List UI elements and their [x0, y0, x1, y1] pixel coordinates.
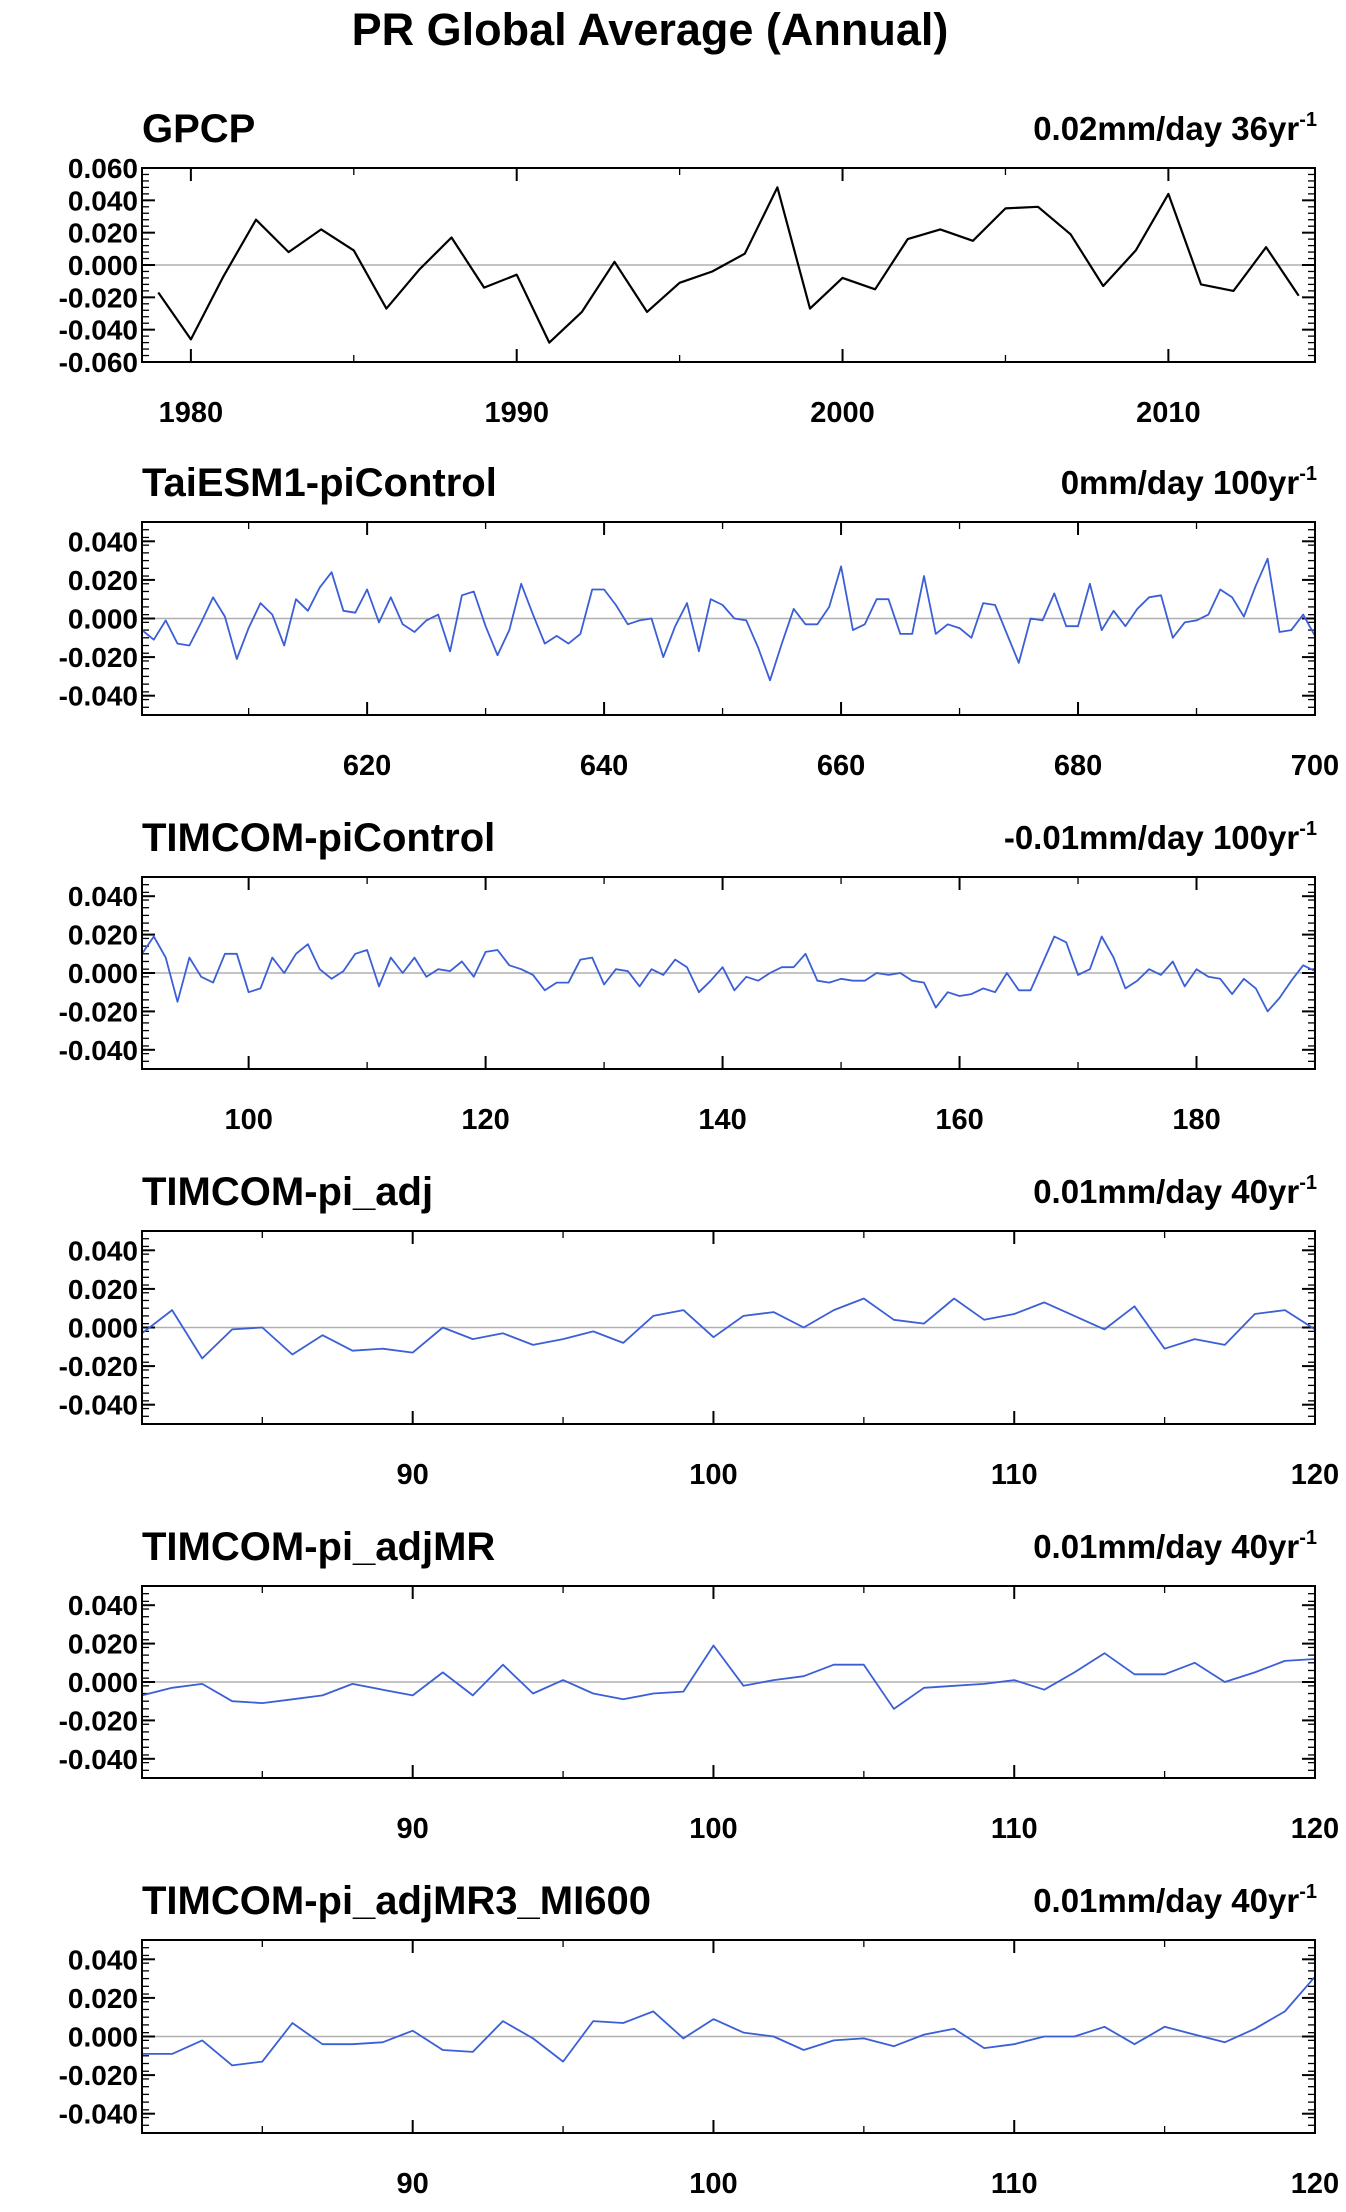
y-tick-label: -0.040: [59, 1390, 138, 1421]
y-tick-label: 0.020: [68, 1983, 138, 2014]
x-tick-label: 100: [689, 1459, 737, 1491]
y-tick-label: 0.060: [68, 153, 138, 184]
y-tick-label: -0.040: [59, 1035, 138, 1066]
y-tick-label: 0.000: [68, 2022, 138, 2053]
trend-label: 0.01mm/day 40yr-1: [1033, 1172, 1317, 1210]
y-tick-label: 0.040: [68, 1590, 138, 1621]
plot-frame: [141, 1939, 1316, 2134]
y-tick-label: 0.040: [68, 1235, 138, 1266]
panel-title: TIMCOM-pi_adj: [142, 1170, 433, 1214]
x-tick-label: 100: [224, 1104, 272, 1136]
x-tick-label: 680: [1054, 750, 1102, 782]
x-tick-label: 120: [1291, 1813, 1339, 1845]
x-tick-label: 120: [461, 1104, 509, 1136]
panel-title: GPCP: [142, 107, 255, 151]
series-line: [142, 1976, 1316, 2067]
y-tick-label: -0.040: [59, 315, 138, 346]
panel-5: TIMCOM-pi_adjMR3_MI600 0.01mm/day 40yr-1 0…: [59, 1879, 1340, 2200]
x-tick-label: 120: [1291, 1459, 1339, 1491]
panels: GPCP 0.02mm/day 36yr-10.0600.0400.0200.00…: [59, 107, 1340, 2200]
x-tick-label: 90: [397, 2168, 429, 2200]
panel-3: TIMCOM-pi_adj 0.01mm/day 40yr-1 0.040 0.020…: [59, 1170, 1340, 1491]
y-tick-label: -0.040: [59, 1744, 138, 1775]
y-tick-label: 0.020: [68, 565, 138, 596]
y-tick-label: -0.040: [59, 2099, 138, 2130]
y-tick-label: 0.000: [68, 1667, 138, 1698]
series-line: [141, 557, 1316, 682]
panel-title: TIMCOM-pi_adjMR3_MI600: [142, 1879, 651, 1923]
x-tick-label: 700: [1291, 750, 1339, 782]
trend-label: 0.01mm/day 40yr-1: [1033, 1527, 1317, 1565]
x-tick-label: 140: [698, 1104, 746, 1136]
x-tick-label: 100: [689, 1813, 737, 1845]
trend-label: -0.01mm/day 100yr-1: [1004, 818, 1317, 856]
trend-label: 0.01mm/day 40yr-1: [1033, 1881, 1317, 1919]
series-line: [141, 1644, 1316, 1710]
x-tick-label: 2000: [810, 397, 875, 429]
y-tick-label: -0.020: [59, 2060, 138, 2091]
y-tick-label: 0.040: [68, 1944, 138, 1975]
y-tick-label: 0.040: [68, 526, 138, 557]
x-tick-label: 110: [991, 1459, 1038, 1491]
trend-label: 0.02mm/day 36yr-1: [1033, 109, 1317, 147]
y-tick-label: -0.020: [59, 1351, 138, 1382]
x-tick-label: 110: [991, 1813, 1038, 1845]
y-tick-label: 0.000: [68, 604, 138, 635]
y-tick-label: -0.060: [59, 347, 138, 378]
series-line: [141, 935, 1316, 1013]
y-tick-label: 0.000: [68, 1313, 138, 1344]
x-tick-label: 1990: [484, 397, 549, 429]
plot-frame: [141, 167, 1316, 363]
y-tick-label: 0.020: [68, 1629, 138, 1660]
panel-2: TIMCOM-piControl -0.01mm/day 100yr-1 0.040…: [59, 816, 1317, 1136]
x-tick-label: 2010: [1136, 397, 1201, 429]
y-tick-label: -0.020: [59, 1705, 138, 1736]
plot-frame: [141, 876, 1316, 1070]
panel-4: TIMCOM-pi_adjMR 0.01mm/day 40yr-1 0.040 0.0…: [59, 1525, 1340, 1845]
x-tick-label: 160: [935, 1104, 983, 1136]
trend-label: 0mm/day 100yr-1: [1061, 463, 1317, 501]
panel-title: TaiESM1-piControl: [142, 461, 497, 505]
panel-title: TIMCOM-piControl: [142, 816, 495, 860]
y-tick-label: 0.040: [68, 185, 138, 216]
y-tick-label: -0.020: [59, 282, 138, 313]
panel-title: TIMCOM-pi_adjMR: [142, 1525, 495, 1569]
plot-frame: [141, 521, 1316, 716]
chart-title: PR Global Average (Annual): [352, 4, 949, 55]
y-tick-label: 0.020: [68, 218, 138, 249]
x-tick-label: 640: [580, 750, 628, 782]
plot-frame: [141, 1230, 1316, 1425]
y-tick-label: -0.040: [59, 681, 138, 712]
x-tick-label: 180: [1172, 1104, 1220, 1136]
x-tick-label: 660: [817, 750, 865, 782]
y-tick-label: 0.000: [68, 250, 138, 281]
x-tick-label: 1980: [159, 397, 224, 429]
x-tick-label: 90: [397, 1813, 429, 1845]
x-tick-label: 100: [689, 2168, 737, 2200]
panel-0: GPCP 0.02mm/day 36yr-1 0.0600.0400.0200.00…: [59, 107, 1317, 429]
y-tick-label: 0.040: [68, 881, 138, 912]
plot-frame: [141, 1585, 1316, 1779]
x-tick-label: 120: [1291, 2168, 1339, 2200]
series-line: [141, 1297, 1316, 1360]
y-tick-label: 0.020: [68, 920, 138, 951]
x-tick-label: 110: [991, 2168, 1038, 2200]
x-tick-label: 90: [397, 1459, 429, 1491]
y-tick-label: 0.000: [68, 958, 138, 989]
series-line: [157, 186, 1300, 344]
y-tick-label: -0.020: [59, 996, 138, 1027]
panel-1: TaiESM1-piControl 0mm/day 100yr-1 0.040 0.0…: [59, 461, 1340, 782]
y-tick-label: -0.020: [59, 642, 138, 673]
y-tick-label: 0.020: [68, 1274, 138, 1305]
x-tick-label: 620: [343, 750, 391, 782]
